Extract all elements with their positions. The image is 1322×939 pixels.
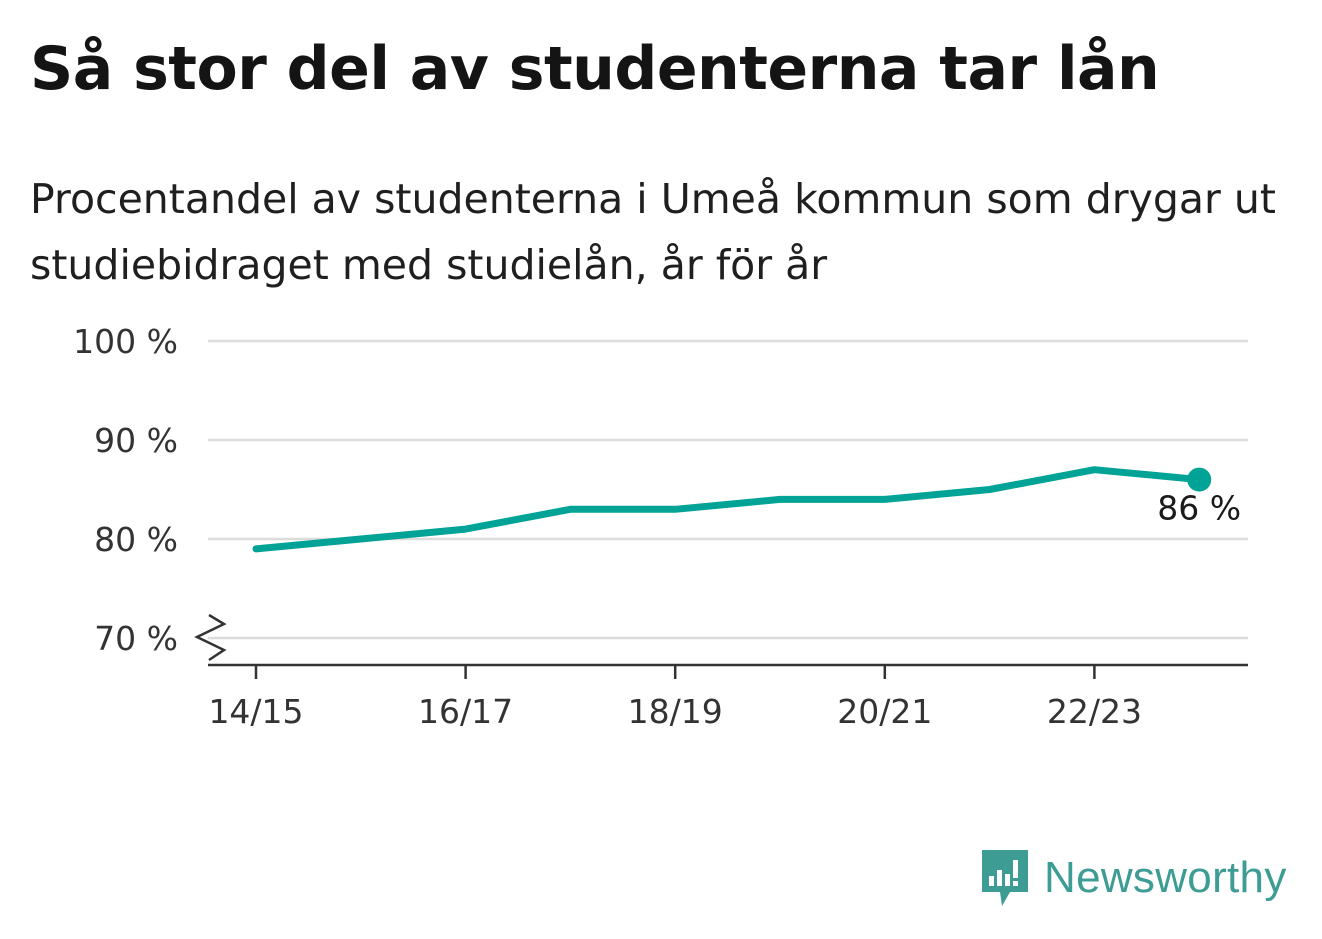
brand-name: Newsworthy	[1044, 853, 1287, 902]
y-tick-label: 80 %	[94, 520, 178, 559]
y-tick-label: 90 %	[94, 421, 178, 460]
x-tick-label: 18/19	[628, 692, 723, 731]
brand-logo: Newsworthy	[980, 848, 1287, 908]
end-value-label: 86 %	[1157, 489, 1241, 528]
y-axis-labels: 70 % 80 % 90 % 100 %	[73, 322, 178, 658]
series-line	[252, 466, 1203, 553]
y-tick-label: 70 %	[94, 619, 178, 658]
y-tick-label: 100 %	[73, 322, 178, 361]
x-axis-ticks: 14/15 16/17 18/19 20/21 22/23	[208, 665, 1142, 731]
axis-break-icon	[194, 613, 227, 662]
chart-subtitle: Procentandel av studenterna i Umeå kommu…	[30, 175, 1276, 289]
x-tick-label: 16/17	[418, 692, 513, 731]
grid-lines	[208, 339, 1248, 640]
newsworthy-logo-icon	[982, 850, 1028, 906]
x-tick-label: 22/23	[1047, 692, 1142, 731]
x-tick-label: 14/15	[208, 692, 303, 731]
x-tick-label: 20/21	[837, 692, 932, 731]
chart-title: Så stor del av studenterna tar lån	[30, 34, 1160, 104]
end-point-marker	[1187, 467, 1212, 492]
